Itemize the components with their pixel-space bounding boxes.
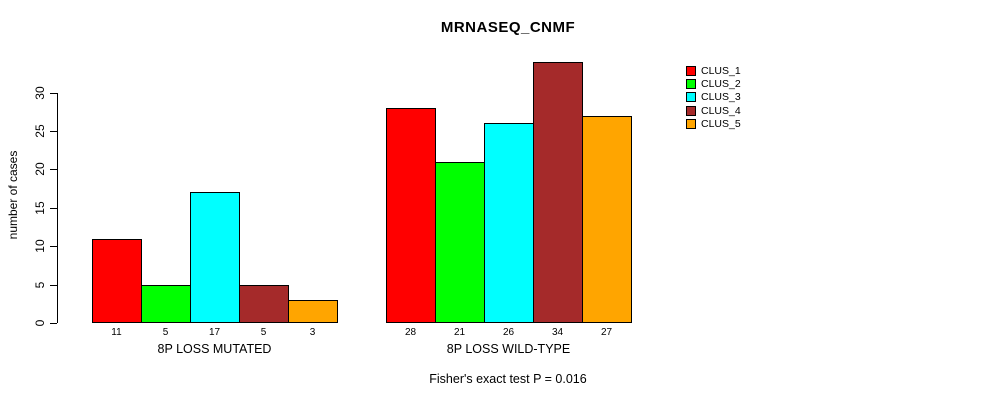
y-tick-mark bbox=[50, 323, 57, 324]
bar-value-label: 21 bbox=[453, 327, 466, 338]
y-tick-label: 5 bbox=[33, 281, 47, 288]
legend-item-clus_3: CLUS_3 bbox=[686, 91, 741, 104]
legend-swatch-icon bbox=[686, 105, 696, 116]
bar-clus_5-group2 bbox=[582, 115, 632, 323]
bar-clus_4-group1 bbox=[239, 284, 289, 323]
bar-value-label: 3 bbox=[309, 327, 316, 338]
legend-label: CLUS_2 bbox=[701, 78, 741, 91]
y-axis-line bbox=[57, 92, 58, 323]
legend-label: CLUS_4 bbox=[701, 104, 741, 117]
y-tick-label: 25 bbox=[33, 124, 47, 138]
x-group-label: 8P LOSS MUTATED bbox=[157, 342, 272, 356]
y-tick-mark bbox=[50, 131, 57, 132]
legend-swatch-icon bbox=[686, 92, 696, 103]
bar-clus_2-group1 bbox=[141, 284, 191, 323]
legend-label: CLUS_1 bbox=[701, 64, 741, 77]
y-tick-label: 10 bbox=[33, 239, 47, 253]
y-tick-mark bbox=[50, 284, 57, 286]
chart-title: MRNASEQ_CNMF bbox=[440, 19, 576, 36]
bar-clus_3-group2 bbox=[484, 123, 534, 323]
x-group-label: 8P LOSS WILD-TYPE bbox=[446, 342, 571, 356]
bar-value-label: 5 bbox=[162, 327, 169, 338]
bar-value-label: 27 bbox=[600, 327, 613, 338]
y-tick-label: 20 bbox=[33, 162, 47, 177]
legend-swatch-icon bbox=[686, 119, 696, 130]
legend-label: CLUS_3 bbox=[701, 91, 741, 104]
bar-clus_2-group2 bbox=[435, 161, 485, 323]
bar-value-label: 34 bbox=[551, 327, 564, 338]
bar-value-label: 5 bbox=[260, 327, 267, 338]
y-axis-title: number of cases bbox=[6, 150, 20, 240]
legend-label: CLUS_5 bbox=[701, 118, 741, 131]
bar-value-label: 11 bbox=[111, 327, 122, 338]
bar-clus_3-group1 bbox=[190, 192, 240, 323]
bar-clus_5-group1 bbox=[288, 300, 338, 323]
bar-value-label: 26 bbox=[502, 327, 515, 338]
bar-value-label: 28 bbox=[404, 327, 417, 338]
legend-item-clus_2: CLUS_2 bbox=[686, 77, 741, 90]
y-tick-label: 0 bbox=[33, 319, 47, 327]
legend-item-clus_4: CLUS_4 bbox=[686, 104, 741, 117]
bar-value-label: 17 bbox=[208, 327, 221, 338]
legend: CLUS_1 CLUS_2 CLUS_3 CLUS_4 CLUS_5 bbox=[686, 64, 741, 131]
bar-clus_4-group2 bbox=[533, 61, 583, 323]
bar-clus_1-group2 bbox=[386, 108, 436, 323]
y-tick-label: 30 bbox=[33, 85, 47, 100]
bar-clus_1-group1 bbox=[92, 238, 142, 323]
legend-swatch-icon bbox=[686, 79, 696, 90]
legend-swatch-icon bbox=[686, 65, 696, 76]
y-tick-mark bbox=[50, 169, 57, 171]
annotation-text: Fisher's exact test P = 0.016 bbox=[429, 372, 587, 386]
legend-item-clus_1: CLUS_1 bbox=[686, 64, 741, 77]
y-tick-mark bbox=[50, 246, 57, 248]
legend-item-clus_5: CLUS_5 bbox=[686, 118, 741, 131]
y-tick-mark bbox=[50, 207, 57, 209]
y-tick-label: 15 bbox=[33, 201, 47, 215]
y-tick-mark bbox=[50, 92, 57, 94]
